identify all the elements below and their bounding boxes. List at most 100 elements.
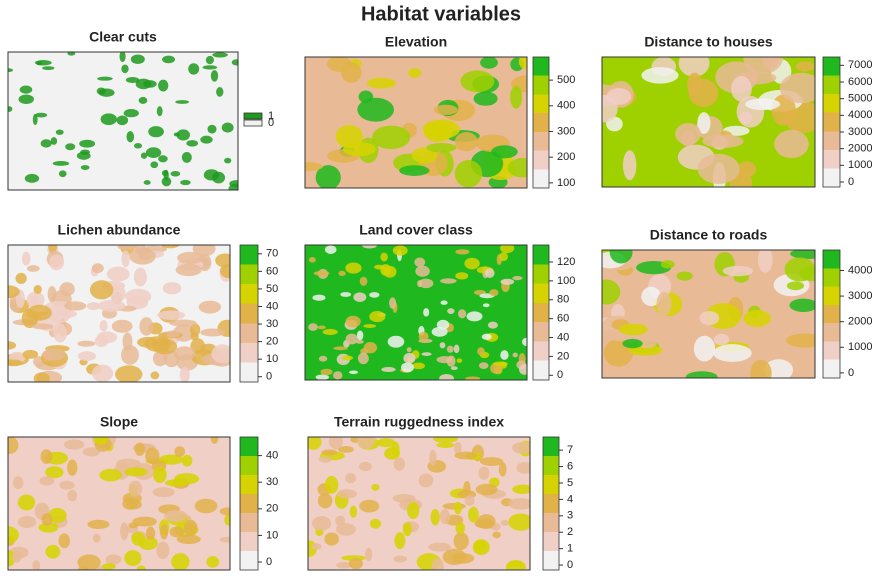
raster-patch <box>156 542 169 559</box>
colorbar <box>823 57 840 187</box>
raster-patch <box>67 490 77 501</box>
raster-patch <box>182 455 193 467</box>
raster-patch <box>190 333 198 341</box>
raster-patch <box>424 122 453 142</box>
raster-patch <box>97 88 106 95</box>
raster-patch <box>333 371 342 379</box>
raster-patch <box>455 272 468 279</box>
raster-map <box>305 243 530 383</box>
raster-patch <box>49 255 64 271</box>
colorbar-tick-label: 60 <box>266 265 278 277</box>
raster-patch <box>56 129 64 134</box>
colorbar-tick-label: 2000 <box>848 316 872 328</box>
raster-patch <box>222 123 234 133</box>
raster-patch <box>758 247 773 273</box>
colorbar-tick-label: 0 <box>266 556 272 568</box>
raster-patch <box>19 95 34 105</box>
raster-patch <box>451 366 458 370</box>
raster-patch <box>184 520 198 536</box>
raster-patch <box>98 300 125 312</box>
raster-patch <box>447 346 454 353</box>
raster-patch <box>6 106 12 112</box>
raster-patch <box>464 258 479 270</box>
raster-patch <box>27 265 40 272</box>
legend-swatch <box>244 120 262 126</box>
raster-patch <box>452 553 474 563</box>
raster-patch <box>340 292 351 297</box>
raster-patch <box>501 520 509 526</box>
raster-patch <box>200 136 212 144</box>
raster-patch <box>150 161 158 168</box>
raster-patch <box>454 452 477 460</box>
raster-patch <box>499 462 507 476</box>
raster-patch <box>492 532 501 539</box>
raster-patch <box>25 174 39 183</box>
colorbar-tick-label: 0 <box>567 559 573 571</box>
raster-patch <box>124 109 139 117</box>
raster-patch <box>483 303 490 307</box>
raster-patch <box>457 358 463 363</box>
raster-patch <box>139 317 153 336</box>
raster-patch <box>40 476 55 485</box>
colorbar-tick-label: 3 <box>567 510 573 522</box>
raster-patch <box>454 345 460 354</box>
colorbar <box>823 250 840 378</box>
raster-patch <box>94 433 108 445</box>
raster-patch <box>169 320 197 327</box>
colorbar-tick-label: 70 <box>266 248 278 260</box>
raster-patch <box>121 65 128 74</box>
raster-patch <box>41 139 52 147</box>
raster-map <box>4 51 244 195</box>
raster-patch <box>337 489 357 498</box>
raster-patch <box>211 70 218 82</box>
raster-patch <box>325 245 337 254</box>
raster-map <box>593 242 827 387</box>
raster-patch <box>139 97 148 104</box>
raster-patch <box>675 123 701 145</box>
raster-patch <box>780 73 824 103</box>
raster-patch <box>216 87 223 97</box>
colorbar-tick-label: 10 <box>266 353 278 365</box>
raster-patch <box>447 308 454 314</box>
raster-patch <box>158 80 168 92</box>
raster-patch <box>709 286 730 300</box>
colorbar-tick-label: 100 <box>557 177 575 189</box>
raster-patch <box>796 61 815 71</box>
raster-patch <box>463 481 470 496</box>
raster-patch <box>465 495 475 506</box>
raster-patch <box>102 563 116 569</box>
raster-patch <box>121 250 129 267</box>
raster-patch <box>499 252 508 261</box>
raster-patch <box>311 543 321 550</box>
raster-patch <box>92 263 104 273</box>
raster-patch <box>423 308 429 316</box>
raster-patch <box>169 510 179 516</box>
raster-patch <box>426 143 456 152</box>
raster-patch <box>100 320 108 332</box>
raster-patch <box>157 310 185 320</box>
raster-patch <box>383 266 396 278</box>
raster-patch <box>429 450 436 466</box>
raster-patch <box>610 242 633 264</box>
raster-patch <box>369 292 379 298</box>
raster-patch <box>393 556 407 563</box>
raster-patch <box>522 338 530 346</box>
raster-patch <box>134 268 147 287</box>
raster-patch <box>146 147 161 158</box>
colorbar-tick-label: 0 <box>266 371 272 383</box>
raster-patch <box>377 438 395 447</box>
raster-patch <box>135 442 145 456</box>
raster-patch <box>177 252 203 264</box>
raster-patch <box>415 266 429 277</box>
raster-patch <box>174 132 180 136</box>
raster-patch <box>132 517 157 527</box>
raster-patch <box>106 554 122 564</box>
raster-patch <box>458 309 466 318</box>
raster-patch <box>362 243 377 249</box>
raster-patch <box>345 263 361 274</box>
raster-patch <box>593 280 621 305</box>
colorbar-tick-label: 7000 <box>848 59 872 71</box>
raster-patch <box>345 316 360 328</box>
raster-patch <box>454 502 462 515</box>
raster-patch <box>740 111 753 123</box>
